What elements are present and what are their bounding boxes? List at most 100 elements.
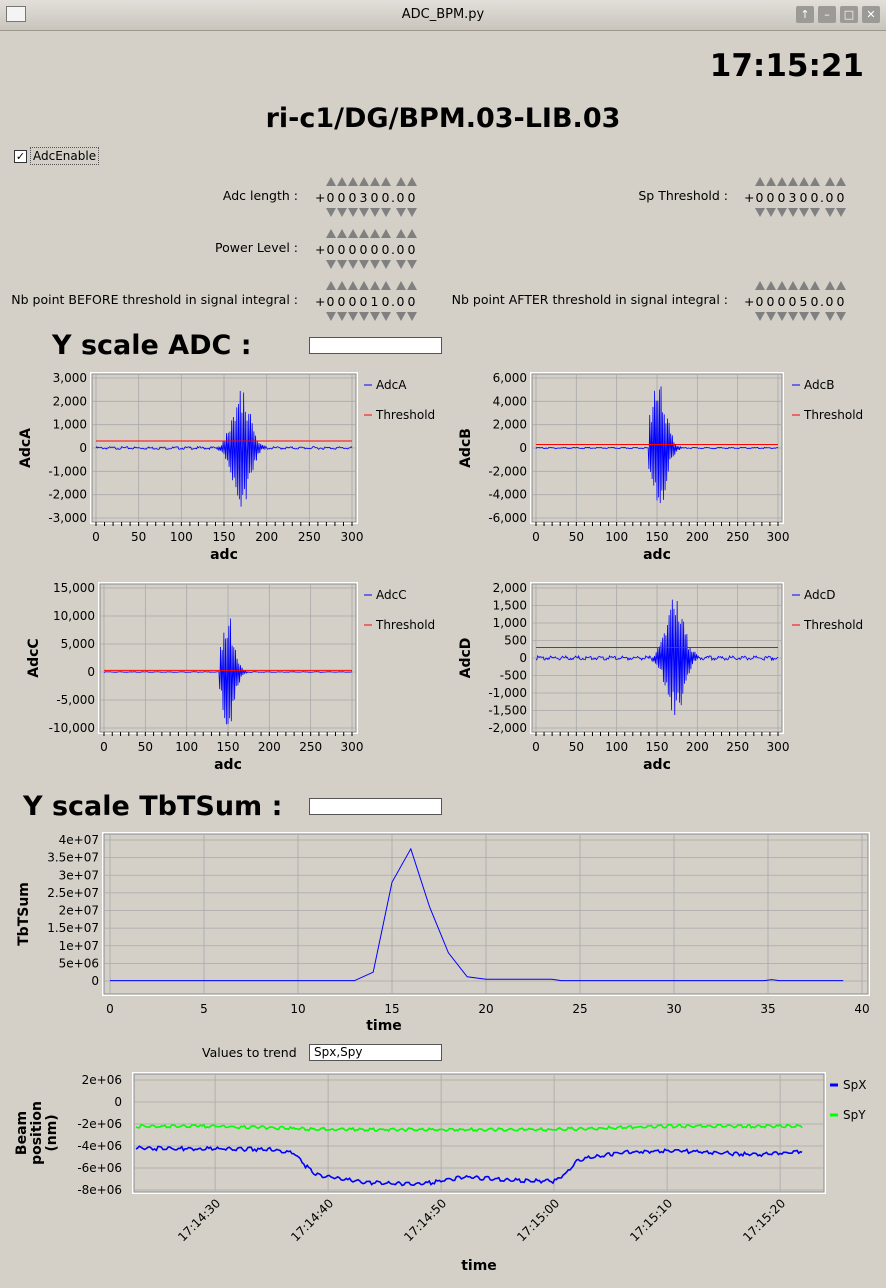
arrow-up-icon[interactable] <box>336 229 347 238</box>
arrow-up-icon[interactable] <box>325 281 336 290</box>
arrow-down-icon[interactable] <box>369 260 380 269</box>
arrow-up-icon[interactable] <box>809 177 820 186</box>
adc-chart-adcb-xtick: 0 <box>532 530 540 544</box>
arrow-down-icon[interactable] <box>358 312 369 321</box>
maximize-button[interactable]: □ <box>840 6 858 23</box>
arrow-up-icon[interactable] <box>835 281 846 290</box>
arrow-down-icon[interactable] <box>809 208 820 217</box>
spinner-digit-value: 3 <box>359 189 368 205</box>
arrow-up-icon[interactable] <box>798 281 809 290</box>
arrow-up-icon[interactable] <box>358 229 369 238</box>
arrow-up-icon[interactable] <box>358 281 369 290</box>
arrow-up-icon[interactable] <box>798 177 809 186</box>
arrow-up-icon[interactable] <box>765 281 776 290</box>
arrow-down-icon[interactable] <box>336 312 347 321</box>
arrow-down-icon[interactable] <box>325 312 336 321</box>
arrow-down-icon[interactable] <box>347 260 358 269</box>
arrow-up-icon[interactable] <box>824 281 835 290</box>
arrow-down-icon[interactable] <box>380 260 391 269</box>
arrow-down-icon[interactable] <box>336 260 347 269</box>
arrow-down-icon[interactable] <box>395 260 406 269</box>
arrow-up-icon[interactable] <box>395 229 406 238</box>
arrow-up-icon[interactable] <box>824 177 835 186</box>
arrow-down-icon[interactable] <box>336 208 347 217</box>
arrow-up-icon[interactable] <box>754 177 765 186</box>
arrow-down-icon[interactable] <box>787 312 798 321</box>
arrow-up-icon[interactable] <box>835 177 846 186</box>
arrow-down-icon[interactable] <box>798 312 809 321</box>
arrow-down-icon[interactable] <box>776 312 787 321</box>
close-button[interactable]: ✕ <box>862 6 880 23</box>
arrow-down-icon[interactable] <box>347 312 358 321</box>
checkbox-check-icon[interactable]: ✓ <box>14 149 27 163</box>
arrow-down-icon[interactable] <box>406 312 417 321</box>
keep-above-button[interactable]: ↑ <box>796 6 814 23</box>
arrow-down-icon[interactable] <box>358 208 369 217</box>
arrow-down-icon[interactable] <box>835 312 846 321</box>
arrow-up-icon[interactable] <box>369 281 380 290</box>
arrow-up-icon[interactable] <box>380 229 391 238</box>
arrow-up-icon[interactable] <box>347 281 358 290</box>
beam-position-chart-xtick: 17:15:10 <box>627 1196 675 1244</box>
arrow-up-icon[interactable] <box>406 177 417 186</box>
arrow-up-icon[interactable] <box>369 229 380 238</box>
arrow-down-icon[interactable] <box>347 208 358 217</box>
arrow-down-icon[interactable] <box>325 208 336 217</box>
nb-point-before-spinner[interactable]: +0 0 0 0 1 0. 0 0 <box>315 281 417 321</box>
arrow-up-icon[interactable] <box>347 177 358 186</box>
arrow-up-icon[interactable] <box>809 281 820 290</box>
arrow-up-icon[interactable] <box>776 177 787 186</box>
arrow-up-icon[interactable] <box>765 177 776 186</box>
arrow-up-icon[interactable] <box>358 177 369 186</box>
arrow-up-icon[interactable] <box>395 281 406 290</box>
arrow-down-icon[interactable] <box>824 312 835 321</box>
arrow-down-icon[interactable] <box>358 260 369 269</box>
spinner-digit: 0 <box>776 281 787 321</box>
arrow-down-icon[interactable] <box>395 312 406 321</box>
arrow-down-icon[interactable] <box>835 208 846 217</box>
tbtsum-chart-ytick: 1.5e+07 <box>47 921 99 935</box>
arrow-up-icon[interactable] <box>380 177 391 186</box>
arrow-down-icon[interactable] <box>754 208 765 217</box>
arrow-up-icon[interactable] <box>369 177 380 186</box>
arrow-up-icon[interactable] <box>325 229 336 238</box>
arrow-down-icon[interactable] <box>824 208 835 217</box>
yscale-adc-input[interactable] <box>309 337 442 354</box>
nb-point-after-spinner[interactable]: +0 0 0 0 5 0. 0 0 <box>744 281 846 321</box>
arrow-down-icon[interactable] <box>406 260 417 269</box>
arrow-down-icon[interactable] <box>325 260 336 269</box>
adc-enable-checkbox[interactable]: ✓ AdcEnable <box>14 147 100 165</box>
minimize-button[interactable]: – <box>818 6 836 23</box>
arrow-down-icon[interactable] <box>776 208 787 217</box>
power-level-spinner[interactable]: +0 0 0 0 0 0. 0 0 <box>315 229 417 269</box>
adc-chart-adcd-ytick: 1,500 <box>493 599 527 613</box>
arrow-up-icon[interactable] <box>347 229 358 238</box>
arrow-up-icon[interactable] <box>325 177 336 186</box>
arrow-down-icon[interactable] <box>369 208 380 217</box>
arrow-up-icon[interactable] <box>380 281 391 290</box>
arrow-down-icon[interactable] <box>787 208 798 217</box>
values-to-trend-input[interactable]: Spx,Spy <box>309 1044 442 1061</box>
arrow-down-icon[interactable] <box>754 312 765 321</box>
arrow-down-icon[interactable] <box>406 208 417 217</box>
arrow-up-icon[interactable] <box>395 177 406 186</box>
adc-length-spinner[interactable]: +0 0 0 3 0 0. 0 0 <box>315 177 417 217</box>
arrow-up-icon[interactable] <box>787 281 798 290</box>
arrow-down-icon[interactable] <box>809 312 820 321</box>
arrow-up-icon[interactable] <box>776 281 787 290</box>
arrow-up-icon[interactable] <box>787 177 798 186</box>
arrow-down-icon[interactable] <box>765 312 776 321</box>
arrow-up-icon[interactable] <box>406 229 417 238</box>
arrow-up-icon[interactable] <box>406 281 417 290</box>
sp-threshold-spinner[interactable]: +0 0 0 3 0 0. 0 0 <box>744 177 846 217</box>
arrow-down-icon[interactable] <box>380 312 391 321</box>
arrow-up-icon[interactable] <box>336 177 347 186</box>
arrow-down-icon[interactable] <box>369 312 380 321</box>
arrow-down-icon[interactable] <box>380 208 391 217</box>
yscale-tbtsum-input[interactable] <box>309 798 442 815</box>
arrow-up-icon[interactable] <box>754 281 765 290</box>
arrow-down-icon[interactable] <box>798 208 809 217</box>
arrow-up-icon[interactable] <box>336 281 347 290</box>
arrow-down-icon[interactable] <box>765 208 776 217</box>
arrow-down-icon[interactable] <box>395 208 406 217</box>
